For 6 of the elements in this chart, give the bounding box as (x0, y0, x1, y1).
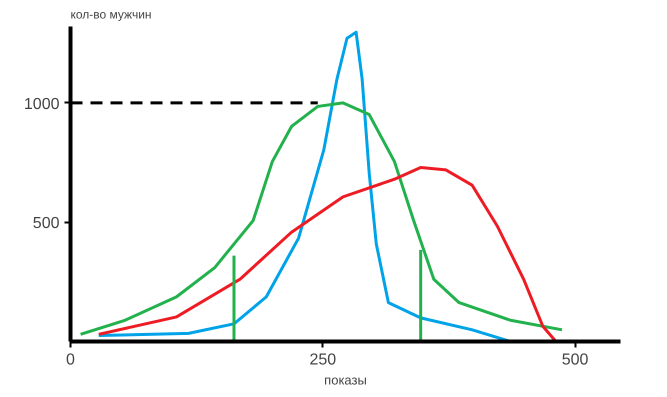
y-tick-label: 1000 (24, 96, 60, 113)
x-tick-label: 0 (66, 352, 76, 368)
y-axis-title: кол-во мужчин (70, 8, 152, 22)
x-tick-label: 250 (309, 352, 336, 368)
x-tick-label: 500 (562, 352, 589, 368)
x-axis-title: показы (324, 372, 367, 388)
